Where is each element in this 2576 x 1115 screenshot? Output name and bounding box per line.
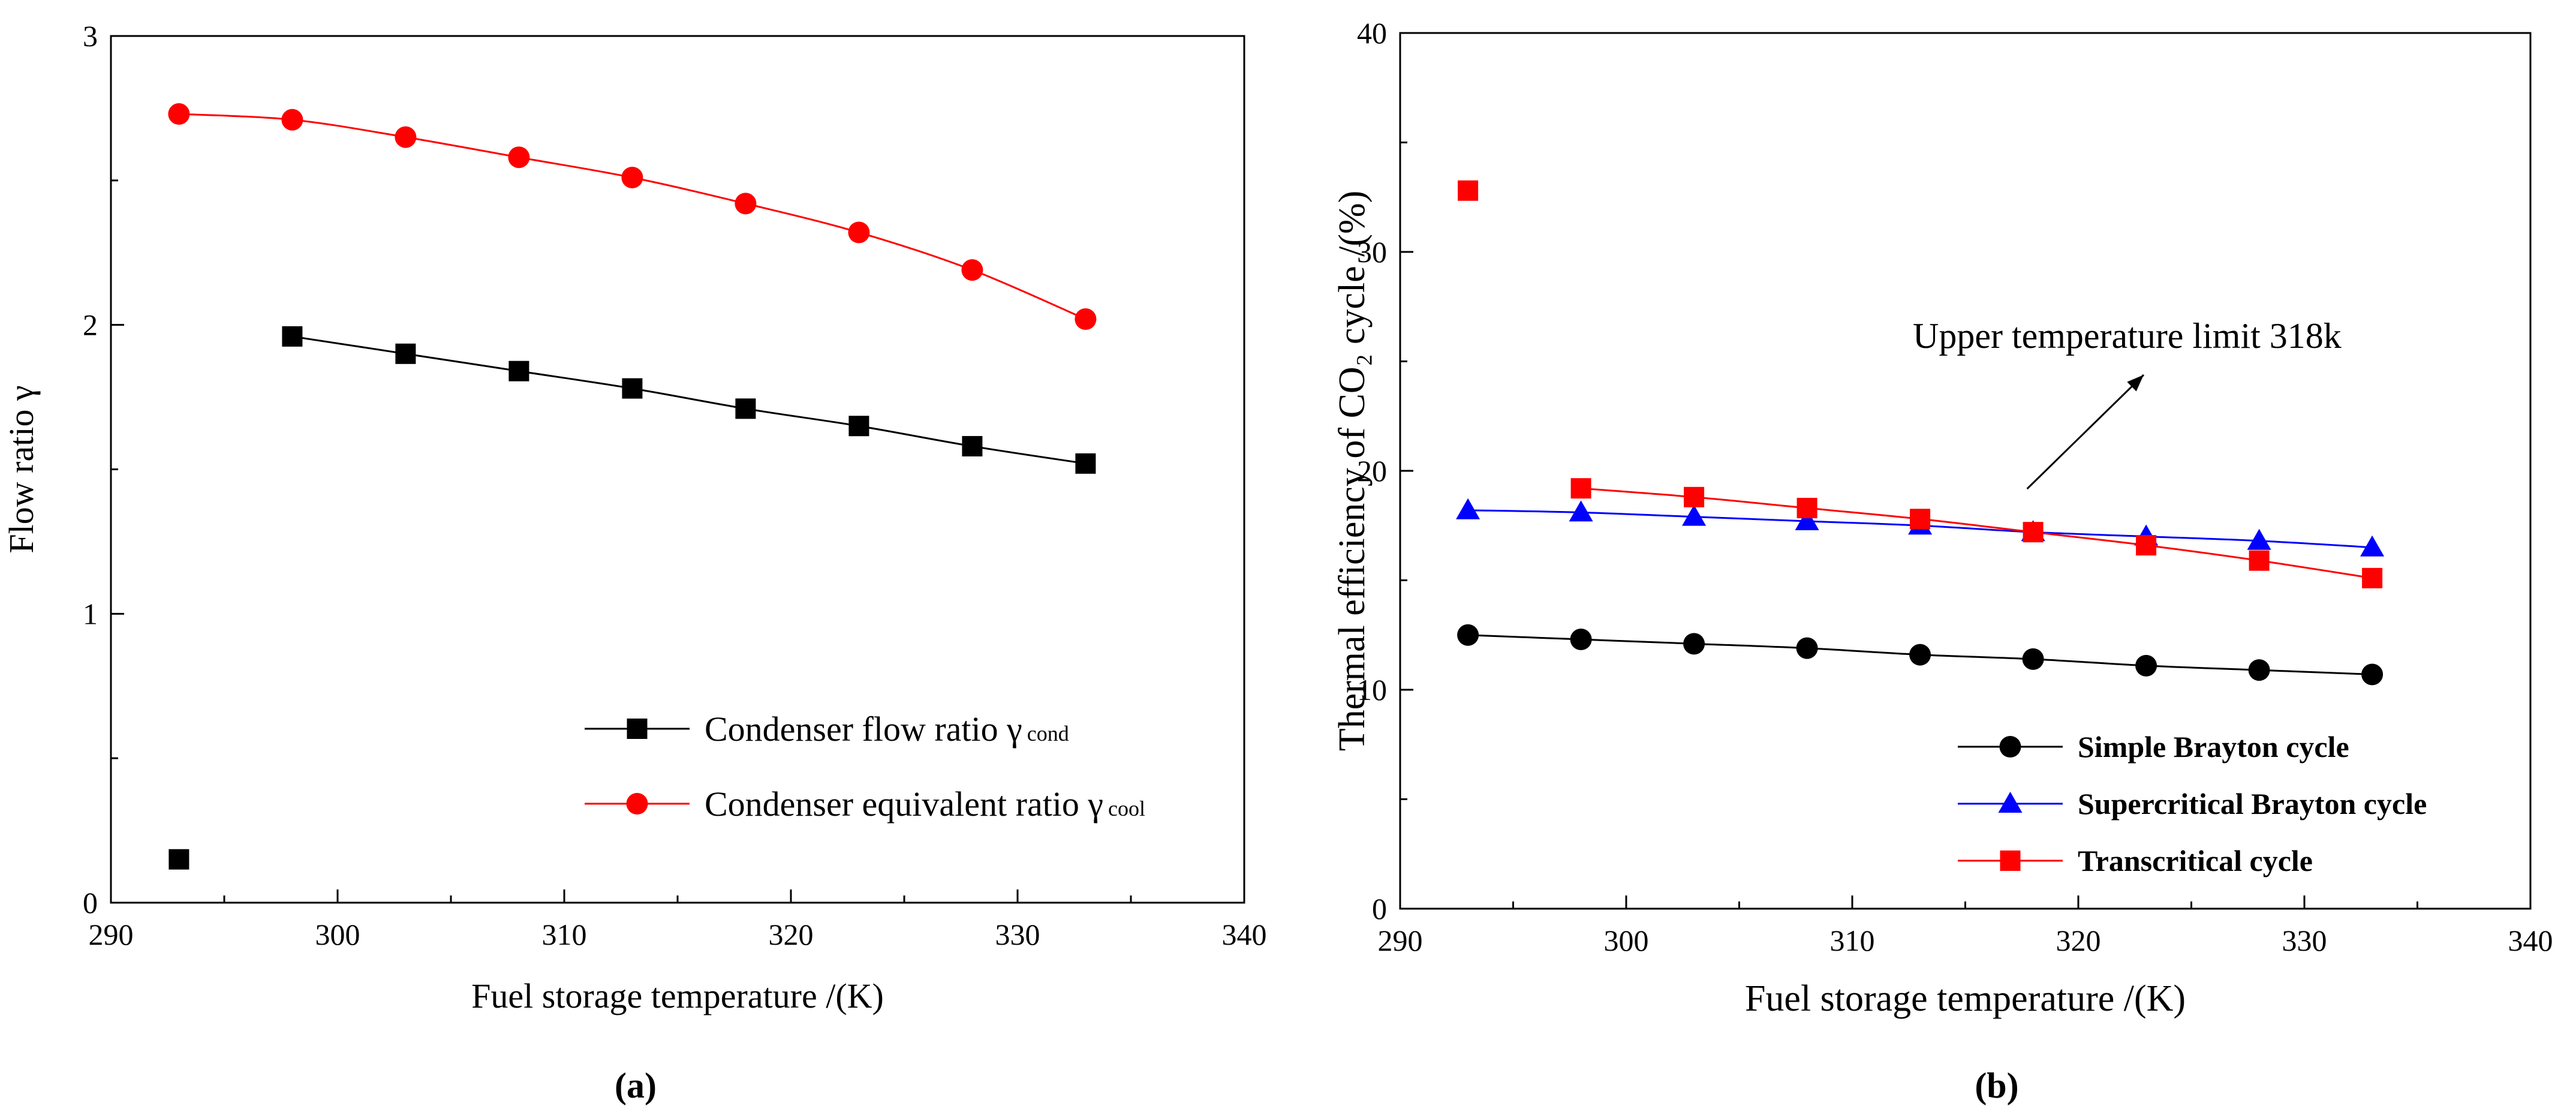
data-point-series-1 [621, 167, 643, 189]
data-point-series-0 [1683, 633, 1705, 655]
data-point-series-0 [735, 398, 756, 419]
x-tick-label: 320 [2056, 924, 2101, 957]
legend-label-main: Condenser flow ratio γ [705, 710, 1022, 749]
data-point-series-2 [1796, 498, 1817, 519]
data-point-series-0 [962, 435, 983, 456]
data-point-series-0 [2135, 654, 2157, 677]
x-tick-label: 310 [542, 918, 587, 951]
data-point-series-0 [848, 416, 869, 437]
chart-panel-a: 290 300 310 320 330 340 0 1 2 3 Fuel storage tempe… [2, 19, 1267, 1105]
x-tick-label: 340 [2508, 924, 2553, 957]
x-tick-label: 300 [315, 918, 360, 951]
panel-caption: (b) [1975, 1066, 2018, 1105]
x-tick-label: 310 [1830, 924, 1875, 957]
data-point-series-0 [1796, 637, 1818, 659]
series-line-1 [179, 113, 1086, 320]
panel-caption: (a) [615, 1066, 657, 1105]
y-tick-label: 2 [83, 308, 98, 342]
y-tick-label: 10 [1357, 673, 1387, 707]
legend-marker [627, 719, 648, 739]
data-point-series-1 [1682, 504, 1707, 526]
data-point-outlier [1458, 180, 1479, 201]
series-line-2 [1581, 487, 2373, 579]
y-tick-label: 3 [83, 19, 98, 53]
x-tick-label: 330 [2282, 924, 2327, 957]
data-point-series-0 [622, 378, 643, 399]
data-point-series-0 [1075, 453, 1096, 474]
chart-panel-b: 290 300 310 320 330 340 0 10 20 30 40 Fuel storage … [1332, 16, 2553, 1105]
y-axis-label: Thermal efficiency of CO₂ cycle /(%) [1332, 191, 1373, 752]
y-tick-label: 1 [83, 597, 98, 630]
data-point-series-2 [2249, 550, 2270, 571]
x-tick-label: 300 [1604, 924, 1649, 957]
legend-label-subscript: cool [1108, 797, 1145, 821]
data-point-series-1 [848, 221, 870, 244]
legend-label-main: Condenser equivalent ratio γ [705, 785, 1103, 824]
x-tick-label: 320 [769, 918, 814, 951]
legend-marker [2000, 850, 2021, 871]
data-point-series-1 [508, 146, 530, 169]
x-tick-label: 290 [1378, 924, 1423, 957]
y-tick-label: 30 [1357, 235, 1387, 269]
data-point-series-1 [281, 109, 303, 131]
data-point-series-1 [395, 126, 417, 148]
legend-label: Condenser flow ratio γ cond [705, 710, 1069, 749]
y-tick-label: 40 [1357, 16, 1387, 50]
data-point-series-0 [1909, 644, 1931, 666]
legend-marker [626, 793, 648, 815]
y-tick-label: 20 [1357, 454, 1387, 488]
x-tick-label: 290 [89, 918, 134, 951]
data-point-series-2 [2023, 522, 2044, 543]
data-point-series-1 [2360, 535, 2385, 557]
data-point-series-0 [395, 343, 416, 364]
data-point-series-1 [961, 259, 983, 281]
data-point-series-0 [1570, 629, 1592, 651]
legend-label: Simple Brayton cycle [2078, 730, 2349, 764]
annotation-arrow-line [2026, 374, 2145, 490]
plot-frame [110, 35, 1245, 904]
annotation-text: Upper temperature limit 318k [1913, 316, 2342, 356]
data-point-series-2 [2136, 535, 2157, 556]
x-tick-label: 340 [1222, 918, 1267, 951]
data-point-series-0 [2248, 659, 2270, 681]
series-line-0 [292, 335, 1086, 465]
legend-label: Condenser equivalent ratio γ cool [705, 785, 1145, 824]
data-point-series-0 [2022, 648, 2044, 670]
data-point-series-1 [2247, 528, 2271, 550]
plot-frame [1399, 32, 2532, 910]
data-point-series-0 [1457, 624, 1479, 646]
legend-label: Transcritical cycle [2078, 844, 2313, 877]
data-point-series-1 [1075, 308, 1097, 330]
data-point-series-2 [1570, 478, 1591, 499]
legend-label-subscript: cond [1027, 722, 1069, 746]
data-point-outlier [168, 849, 189, 870]
data-point-series-2 [1910, 509, 1931, 530]
y-axis-label: Flow ratio γ [2, 385, 41, 553]
data-point-series-2 [1684, 486, 1705, 507]
x-axis-label: Fuel storage temperature /(K) [471, 976, 884, 1015]
data-point-series-2 [2362, 567, 2383, 588]
legend-marker [1999, 736, 2021, 758]
y-tick-label: 0 [1372, 892, 1387, 925]
data-point-series-0 [2361, 663, 2384, 686]
data-point-series-0 [508, 360, 529, 381]
x-axis-label: Fuel storage temperature /(K) [1745, 978, 2186, 1019]
data-point-series-0 [282, 326, 303, 347]
data-point-series-1 [1795, 509, 1819, 530]
data-point-series-1 [1456, 498, 1480, 519]
data-point-series-1 [168, 103, 190, 125]
data-point-series-1 [735, 193, 757, 215]
legend-marker [1998, 792, 2023, 813]
annotation-arrow-head [2127, 375, 2144, 392]
legend-label: Supercritical Brayton cycle [2078, 787, 2427, 821]
y-tick-label: 0 [83, 886, 98, 919]
data-point-series-1 [1569, 500, 1593, 522]
x-tick-label: 330 [995, 918, 1040, 951]
